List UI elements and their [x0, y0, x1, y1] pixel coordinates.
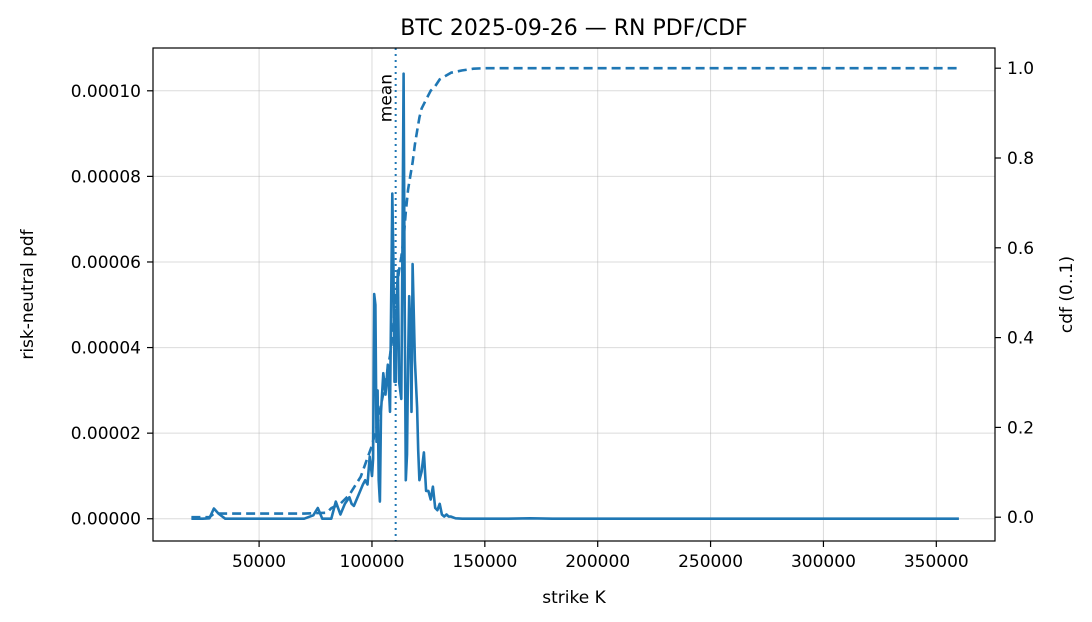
x-tick-label: 300000 — [791, 552, 856, 572]
y-left-tick-label: 0.00004 — [71, 339, 141, 359]
chart-title: BTC 2025-09-26 — RN PDF/CDF — [400, 16, 747, 41]
plot-lines — [191, 48, 959, 541]
y-right-tick-label: 0.2 — [1007, 418, 1034, 438]
y-right-tick-label: 0.6 — [1007, 239, 1034, 259]
y-right-tick-label: 0.8 — [1007, 149, 1034, 169]
y-right-tick-label: 0.0 — [1007, 508, 1034, 528]
y-left-tick-label: 0.00008 — [71, 167, 141, 187]
y-right-tick-label: 0.4 — [1007, 329, 1034, 349]
x-axis-label: strike K — [542, 588, 606, 608]
cdf-line — [191, 66, 959, 519]
x-tick-label: 250000 — [678, 552, 743, 572]
mean-label: mean — [377, 74, 397, 122]
y-axis-label-left: risk-neutral pdf — [18, 228, 38, 359]
y-left-tick-label: 0.00010 — [71, 82, 141, 102]
y-axis-label-right: cdf (0..1) — [1057, 256, 1077, 333]
y-right-tick-label: 1.0 — [1007, 59, 1034, 79]
plot-frame — [152, 47, 996, 542]
pdf-line — [191, 72, 959, 521]
axes: 50000 100000 150000 200000 250000 300000 35000… — [71, 59, 1034, 572]
x-tick-label: 150000 — [452, 552, 517, 572]
grid — [153, 48, 995, 541]
x-tick-label: 50000 — [232, 552, 286, 572]
x-tick-label: 100000 — [340, 552, 405, 572]
x-tick-label: 350000 — [904, 552, 969, 572]
y-left-tick-label: 0.00002 — [71, 424, 141, 444]
x-tick-label: 200000 — [565, 552, 630, 572]
y-left-tick-label: 0.00006 — [71, 253, 141, 273]
y-left-tick-label: 0.00000 — [71, 510, 141, 530]
